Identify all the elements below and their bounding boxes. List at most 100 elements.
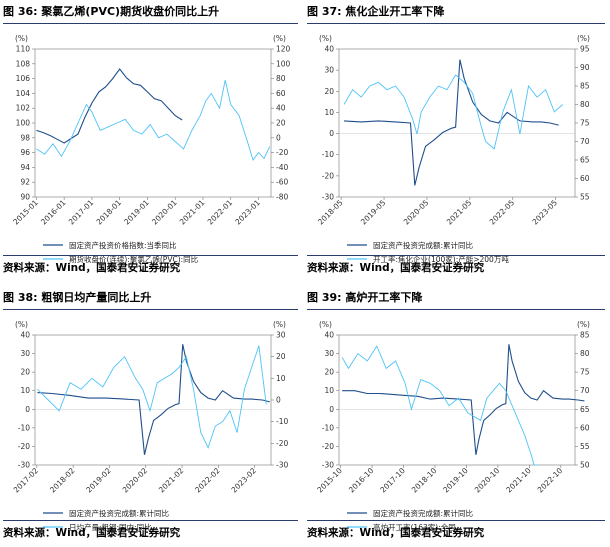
right-tick-label: 60 — [580, 423, 590, 432]
x-tick-label: 2018-02 — [48, 466, 77, 495]
left-tick-label: 108 — [16, 59, 31, 68]
x-tick-label: 2021-02 — [157, 466, 186, 495]
right-tick-label: 80 — [276, 74, 286, 83]
left-tick-label: 10 — [20, 386, 30, 395]
left-tick-label: 0 — [25, 405, 30, 414]
chart-panel-blast-furnace: 图 39: 高炉开工率下降 (%) (%) -30 -20 -10 0 10 20 30 40 50… — [307, 289, 607, 544]
chart-steel: (%) (%) -30 -20 -10 0 10 20 30 40 -30 -20 -10 0 10 20 30… — [12, 320, 289, 532]
series-line-1 — [36, 68, 183, 144]
x-tick-label: 2016-01 — [39, 198, 68, 227]
source-rule — [307, 520, 605, 521]
right-tick-label: -20 — [276, 439, 288, 448]
right-tick-label: -10 — [276, 417, 288, 426]
chart-blast-furnace: (%) (%) -30 -20 -10 0 10 20 30 40 50 55 60 65 70 75 80 85… — [315, 320, 590, 532]
source-rule — [3, 255, 298, 256]
right-tick-label: 55 — [580, 193, 590, 202]
left-axis-unit: (%) — [319, 320, 332, 329]
x-tick-label: 2017-10 — [378, 466, 407, 495]
x-tick-label: 2020-02 — [121, 466, 150, 495]
legend-label-2: 日均产量:粗钢:国内:同比 — [69, 522, 152, 532]
right-tick-label: -30 — [276, 461, 288, 470]
right-tick-label: 70 — [580, 137, 590, 146]
right-tick-label: 95 — [580, 45, 590, 54]
left-tick-label: -10 — [322, 423, 334, 432]
legend-label-2: 期货收盘价(连续):聚氯乙烯(PVC):同比 — [69, 254, 199, 264]
left-tick-label: 20 — [324, 87, 334, 96]
left-tick-label: 30 — [324, 349, 334, 358]
right-tick-label: 75 — [580, 119, 590, 128]
left-tick-label: 20 — [20, 368, 30, 377]
right-tick-label: 85 — [580, 82, 590, 91]
left-tick-label: 102 — [16, 104, 31, 113]
right-axis-unit: (%) — [273, 34, 286, 43]
x-tick-label: 2022-10 — [536, 466, 565, 495]
left-axis-unit: (%) — [319, 34, 332, 43]
source-note: 资料来源：Wind，国泰君安证券研究 — [307, 527, 485, 539]
series-line-1 — [343, 59, 559, 186]
x-tick-label: 2022-01 — [206, 198, 235, 227]
right-tick-label: 20 — [276, 352, 286, 361]
x-tick-label: 2021-01 — [178, 198, 207, 227]
source-note: 资料来源：Wind，国泰君安证券研究 — [3, 262, 181, 274]
chart-panel-coking: 图 37: 焦化企业开工率下降 (%) (%) -30 -20 -10 0 10 20 30 40… — [307, 3, 607, 275]
plot-frame — [34, 48, 272, 198]
right-tick-label: -40 — [276, 163, 288, 172]
left-tick-label: 0 — [329, 405, 334, 414]
left-tick-label: 20 — [324, 368, 334, 377]
right-tick-label: 60 — [276, 89, 286, 98]
series-line-2 — [37, 345, 267, 449]
right-tick-label: -60 — [276, 178, 288, 187]
left-tick-label: 30 — [20, 349, 30, 358]
x-tick-label: 2021-05 — [445, 198, 474, 227]
legend-label-1: 固定资产投资价格指数:当季同比 — [69, 240, 177, 250]
x-tick-label: 2021-10 — [504, 466, 533, 495]
source-note: 资料来源：Wind，国泰君安证券研究 — [3, 527, 181, 539]
right-tick-label: 90 — [580, 63, 590, 72]
left-tick-label: -20 — [322, 171, 334, 180]
x-tick-label: 2015-01 — [11, 198, 40, 227]
right-tick-label: 75 — [580, 368, 590, 377]
right-tick-label: 0 — [276, 133, 281, 142]
legend-label-1: 固定资产投资完成额:累计同比 — [373, 508, 474, 518]
x-tick-label: 2018-10 — [410, 466, 439, 495]
chart-title: 图 36: 聚氯乙烯(PVC)期货收盘价同比上升 — [3, 5, 220, 18]
title-rule — [3, 309, 298, 310]
x-tick-label: 2020-05 — [402, 198, 431, 227]
series-line-2 — [341, 345, 538, 466]
x-tick-label: 2022-05 — [488, 198, 517, 227]
right-axis-unit: (%) — [273, 320, 286, 329]
left-tick-label: 106 — [16, 74, 31, 83]
right-axis-unit: (%) — [577, 34, 590, 43]
right-tick-label: -80 — [276, 193, 288, 202]
legend-label-2: 高炉开工率(163家):全国 — [373, 522, 456, 532]
chart-pvc: (%) (%) 90 92 94 96 98 100 102 104 106 108 110 -80 -60… — [11, 34, 290, 264]
chart-title: 图 37: 焦化企业开工率下降 — [307, 5, 445, 18]
chart-title: 图 39: 高炉开工率下降 — [307, 291, 423, 304]
x-tick-label: 2023-05 — [531, 198, 560, 227]
left-tick-label: 100 — [16, 119, 31, 128]
left-tick-label: -20 — [18, 442, 30, 451]
title-rule — [307, 23, 605, 24]
x-tick-label: 2022-02 — [193, 466, 222, 495]
left-tick-label: 30 — [324, 66, 334, 75]
left-tick-label: -10 — [18, 423, 30, 432]
x-tick-label: 2019-01 — [122, 198, 151, 227]
title-rule — [307, 309, 605, 310]
right-tick-label: 55 — [580, 442, 590, 451]
plot-frame — [338, 334, 576, 466]
left-tick-label: 40 — [20, 331, 30, 340]
right-tick-label: 40 — [276, 104, 286, 113]
right-axis-unit: (%) — [577, 320, 590, 329]
right-tick-label: 50 — [580, 461, 590, 470]
legend-label-1: 固定资产投资完成额:累计同比 — [373, 240, 474, 250]
legend-label-1: 固定资产投资完成额:累计同比 — [69, 508, 170, 518]
x-tick-label: 2018-01 — [95, 198, 124, 227]
left-tick-label: 94 — [20, 163, 30, 172]
left-axis-unit: (%) — [15, 34, 28, 43]
right-tick-label: 70 — [580, 386, 590, 395]
x-tick-label: 2023-02 — [230, 466, 259, 495]
left-axis-unit: (%) — [15, 320, 28, 329]
legend-label-2: 开工率:焦化企业(100家):产能>200万吨 — [373, 254, 509, 264]
x-tick-label: 2018-05 — [316, 198, 345, 227]
x-tick-label: 2023-01 — [233, 198, 262, 227]
